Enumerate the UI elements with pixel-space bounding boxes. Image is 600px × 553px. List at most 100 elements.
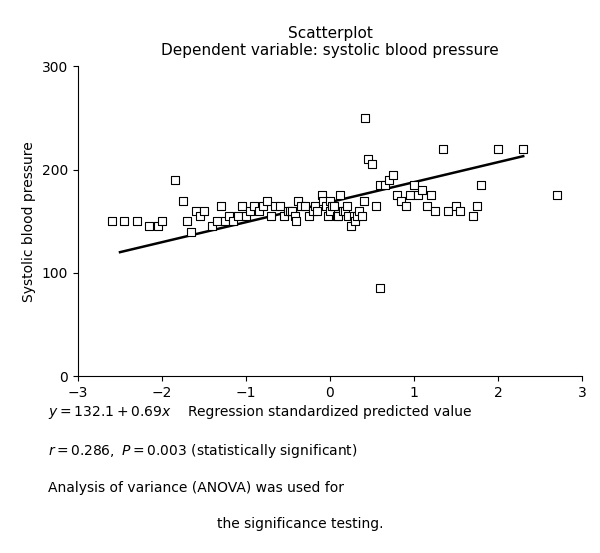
Point bbox=[413, 191, 423, 200]
Title: Scatterplot
Dependent variable: systolic blood pressure: Scatterplot Dependent variable: systolic… bbox=[161, 26, 499, 58]
Point bbox=[145, 222, 154, 231]
Point bbox=[300, 201, 310, 210]
Text: $r = 0.286,\ P = 0.003$ (statistically significant): $r = 0.286,\ P = 0.003$ (statistically s… bbox=[48, 442, 358, 461]
Point bbox=[359, 196, 368, 205]
Point bbox=[344, 212, 353, 221]
Point bbox=[472, 201, 482, 210]
Point bbox=[443, 206, 452, 215]
Point bbox=[380, 181, 389, 190]
Text: $y = 132.1 + 0.69x$: $y = 132.1 + 0.69x$ bbox=[48, 404, 172, 421]
Text: the significance testing.: the significance testing. bbox=[217, 517, 383, 531]
Point bbox=[552, 191, 562, 200]
Point bbox=[325, 196, 335, 205]
Point bbox=[342, 201, 352, 210]
Point bbox=[468, 212, 478, 221]
Point bbox=[229, 217, 238, 226]
X-axis label: Regression standardized predicted value: Regression standardized predicted value bbox=[188, 405, 472, 419]
Point bbox=[518, 144, 528, 153]
Point bbox=[287, 206, 297, 215]
Point bbox=[409, 181, 419, 190]
Point bbox=[418, 186, 427, 195]
Point bbox=[285, 206, 295, 215]
Point bbox=[455, 206, 465, 215]
Point bbox=[212, 217, 221, 226]
Point bbox=[325, 206, 335, 215]
Point bbox=[178, 196, 188, 205]
Point bbox=[258, 201, 268, 210]
Point bbox=[321, 201, 331, 210]
Point bbox=[107, 217, 116, 226]
Point bbox=[323, 212, 333, 221]
Point bbox=[313, 206, 322, 215]
Point bbox=[401, 201, 410, 210]
Point bbox=[304, 212, 314, 221]
Point bbox=[250, 201, 259, 210]
Point bbox=[439, 144, 448, 153]
Point bbox=[426, 191, 436, 200]
Point bbox=[216, 201, 226, 210]
Point bbox=[376, 181, 385, 190]
Point bbox=[283, 206, 293, 215]
Point bbox=[319, 196, 328, 205]
Point bbox=[376, 284, 385, 293]
Point bbox=[275, 201, 284, 210]
Point bbox=[220, 217, 230, 226]
Point bbox=[355, 206, 364, 215]
Point bbox=[493, 144, 503, 153]
Point bbox=[119, 217, 129, 226]
Point bbox=[334, 212, 343, 221]
Point bbox=[329, 201, 339, 210]
Point bbox=[392, 191, 402, 200]
Point bbox=[199, 206, 209, 215]
Point bbox=[262, 196, 272, 205]
Point bbox=[293, 196, 303, 205]
Point bbox=[132, 217, 142, 226]
Point bbox=[332, 212, 341, 221]
Point bbox=[405, 191, 415, 200]
Point bbox=[476, 181, 486, 190]
Point bbox=[371, 201, 381, 210]
Point bbox=[430, 206, 440, 215]
Point bbox=[352, 212, 362, 221]
Point bbox=[241, 212, 251, 221]
Point bbox=[308, 206, 318, 215]
Point bbox=[208, 222, 217, 231]
Point bbox=[384, 175, 394, 184]
Point bbox=[361, 113, 370, 122]
Point bbox=[422, 201, 431, 210]
Point bbox=[292, 217, 301, 226]
Point bbox=[224, 212, 234, 221]
Point bbox=[254, 206, 263, 215]
Point bbox=[296, 201, 305, 210]
Point bbox=[191, 206, 200, 215]
Point bbox=[170, 175, 179, 184]
Point bbox=[266, 212, 276, 221]
Point bbox=[451, 201, 461, 210]
Point bbox=[310, 201, 320, 210]
Text: Analysis of variance (ANOVA) was used for: Analysis of variance (ANOVA) was used fo… bbox=[48, 481, 344, 495]
Point bbox=[338, 206, 347, 215]
Point bbox=[279, 212, 289, 221]
Point bbox=[357, 212, 367, 221]
Point bbox=[233, 212, 242, 221]
Point bbox=[290, 212, 299, 221]
Point bbox=[335, 191, 345, 200]
Point bbox=[350, 217, 360, 226]
Point bbox=[363, 155, 373, 164]
Point bbox=[195, 212, 205, 221]
Point bbox=[271, 201, 280, 210]
Point bbox=[182, 217, 192, 226]
Point bbox=[327, 201, 337, 210]
Point bbox=[157, 217, 167, 226]
Point bbox=[237, 201, 247, 210]
Point bbox=[153, 222, 163, 231]
Point bbox=[397, 196, 406, 205]
Point bbox=[187, 227, 196, 236]
Point bbox=[317, 191, 326, 200]
Point bbox=[367, 160, 377, 169]
Point bbox=[346, 222, 356, 231]
Point bbox=[388, 170, 398, 179]
Point bbox=[340, 206, 350, 215]
Point bbox=[349, 212, 358, 221]
Y-axis label: Systolic blood pressure: Systolic blood pressure bbox=[22, 141, 37, 301]
